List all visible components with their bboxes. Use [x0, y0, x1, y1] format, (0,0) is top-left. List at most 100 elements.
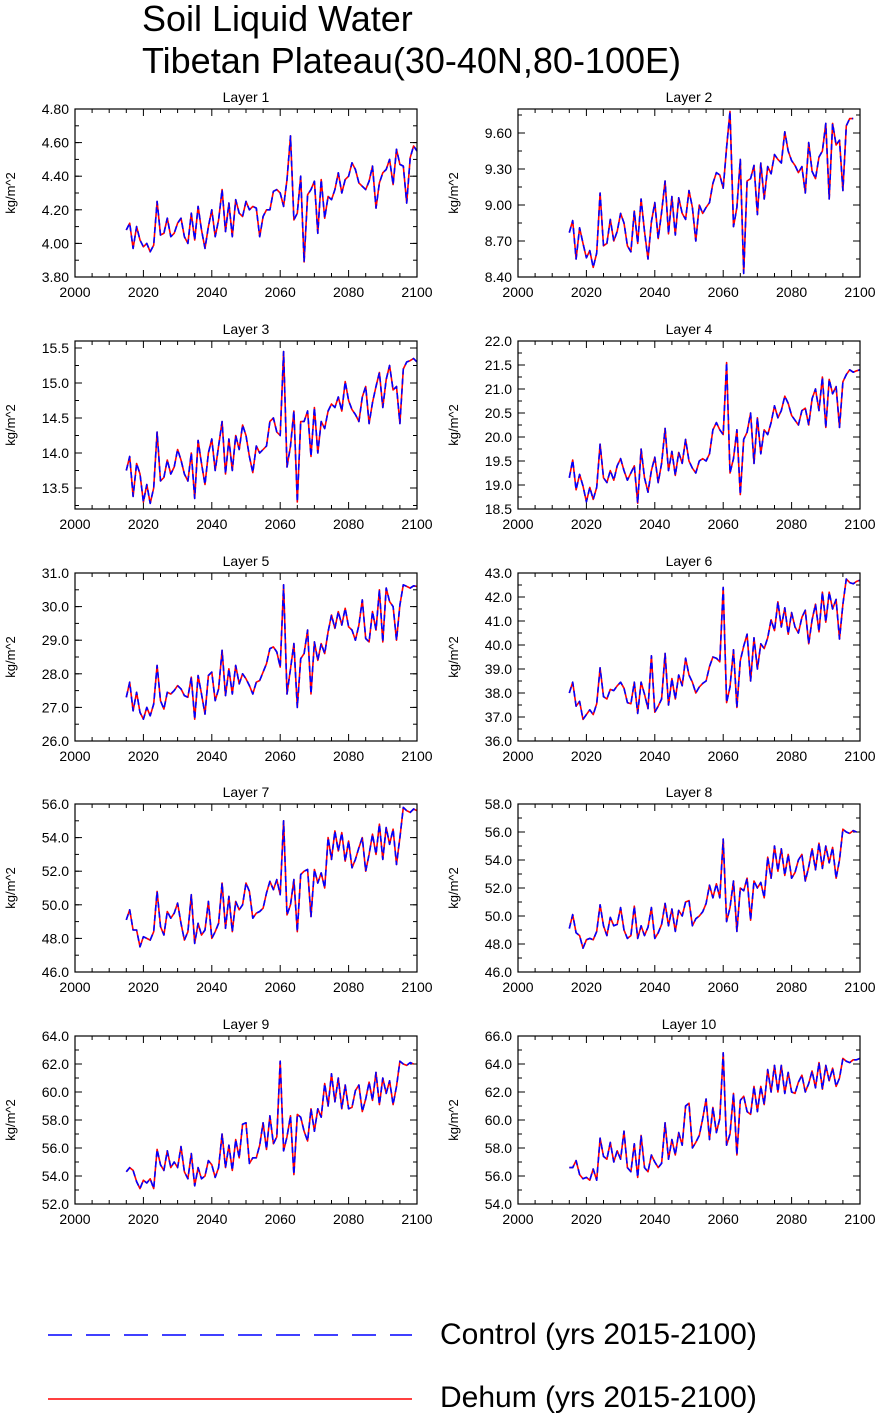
y-tick-label: 40.0 — [485, 637, 512, 653]
y-tick-label: 56.0 — [485, 1168, 512, 1184]
y-tick-label: 14.5 — [42, 410, 69, 426]
y-axis-label: kg/m^2 — [446, 636, 461, 678]
x-tick-label: 2020 — [571, 516, 602, 532]
x-tick-label: 2080 — [333, 748, 364, 764]
x-tick-label: 2040 — [639, 516, 670, 532]
series-dehum — [125, 806, 418, 948]
x-tick-label: 2000 — [502, 979, 533, 995]
y-tick-label: 9.00 — [485, 197, 512, 213]
legend-dehum-label: Dehum (yrs 2015-2100) — [440, 1381, 757, 1414]
panel-layer-9: Layer 9 kg/m^2 2000 2020 2040 2060 2080 2100 52.… — [3, 1016, 433, 1227]
x-tick-label: 2000 — [502, 516, 533, 532]
x-tick-label: 2080 — [776, 516, 807, 532]
y-tick-label: 8.70 — [485, 233, 512, 249]
panel-layer-8: Layer 8 kg/m^2 2000 2020 2040 2060 2080 2100 46.… — [446, 784, 876, 995]
x-tick-label: 2020 — [128, 979, 159, 995]
y-tick-label: 58.0 — [485, 796, 512, 812]
x-tick-label: 2100 — [844, 284, 875, 300]
legend-control-label: Control (yrs 2015-2100) — [440, 1318, 757, 1351]
series-control — [125, 806, 418, 948]
y-tick-label: 15.5 — [42, 340, 69, 356]
y-tick-label: 48.0 — [485, 936, 512, 952]
plot-frame — [74, 803, 418, 973]
panel-layer-6: Layer 6 kg/m^2 2000 2020 2040 2060 2080 2100 36.… — [446, 553, 876, 764]
y-tick-label: 52.0 — [42, 863, 69, 879]
series-control — [125, 1060, 414, 1190]
chart-panels: Layer 1 kg/m^2 2000 2020 2040 2060 2080 2100 3.8… — [3, 89, 876, 1227]
x-tick-label: 2000 — [502, 284, 533, 300]
x-tick-label: 2020 — [571, 1211, 602, 1227]
series-dehum — [125, 583, 418, 721]
x-tick-label: 2080 — [776, 284, 807, 300]
series-control — [568, 361, 861, 505]
x-tick-label: 2060 — [708, 284, 739, 300]
y-axis-label: kg/m^2 — [446, 404, 461, 446]
series-control — [568, 578, 861, 721]
x-tick-label: 2060 — [265, 284, 296, 300]
y-tick-label: 18.5 — [485, 501, 512, 517]
panel-layer-5: Layer 5 kg/m^2 2000 2020 2040 2060 2080 2100 26.… — [3, 553, 433, 764]
y-tick-label: 4.80 — [42, 101, 69, 117]
x-tick-label: 2080 — [776, 1211, 807, 1227]
series-control — [125, 135, 418, 263]
x-tick-label: 2040 — [196, 284, 227, 300]
series-control — [125, 350, 418, 505]
series-dehum — [568, 578, 861, 721]
x-tick-label: 2020 — [571, 748, 602, 764]
panel-title: Layer 3 — [223, 321, 270, 337]
series-dehum — [125, 1060, 414, 1190]
y-axis-label: kg/m^2 — [446, 867, 461, 909]
series-dehum — [568, 361, 861, 505]
x-tick-label: 2020 — [128, 284, 159, 300]
panel-title: Layer 9 — [223, 1016, 270, 1032]
figure-title: Soil Liquid Water — [142, 0, 413, 39]
x-tick-label: 2100 — [401, 516, 432, 532]
series-dehum — [568, 828, 857, 950]
x-tick-label: 2040 — [196, 1211, 227, 1227]
y-tick-label: 20.0 — [485, 429, 512, 445]
y-tick-label: 52.0 — [485, 880, 512, 896]
panel-layer-7: Layer 7 kg/m^2 2000 2020 2040 2060 2080 2100 46.… — [3, 784, 433, 995]
y-tick-label: 20.5 — [485, 405, 512, 421]
y-tick-label: 42.0 — [485, 589, 512, 605]
plot-frame — [517, 803, 861, 973]
y-tick-label: 64.0 — [42, 1028, 69, 1044]
panel-title: Layer 10 — [662, 1016, 717, 1032]
series-control — [569, 1052, 861, 1181]
panel-title: Layer 5 — [223, 553, 270, 569]
y-tick-label: 14.0 — [42, 445, 69, 461]
x-tick-label: 2100 — [401, 284, 432, 300]
panel-layer-1: Layer 1 kg/m^2 2000 2020 2040 2060 2080 2100 3.8… — [3, 89, 433, 300]
y-axis-label: kg/m^2 — [3, 867, 18, 909]
panel-title: Layer 2 — [666, 89, 713, 105]
panel-title: Layer 1 — [223, 89, 270, 105]
y-axis-label: kg/m^2 — [446, 172, 461, 214]
y-axis-label: kg/m^2 — [3, 404, 18, 446]
y-tick-label: 54.0 — [485, 852, 512, 868]
x-tick-label: 2000 — [502, 748, 533, 764]
y-tick-label: 4.20 — [42, 202, 69, 218]
plot-frame — [517, 1035, 861, 1205]
y-tick-label: 56.0 — [485, 824, 512, 840]
y-tick-label: 21.5 — [485, 357, 512, 373]
x-tick-label: 2060 — [265, 748, 296, 764]
y-tick-label: 19.0 — [485, 477, 512, 493]
y-tick-label: 19.5 — [485, 453, 512, 469]
y-tick-label: 58.0 — [42, 1112, 69, 1128]
x-tick-label: 2040 — [639, 979, 670, 995]
y-tick-label: 26.0 — [42, 733, 69, 749]
y-tick-label: 54.0 — [485, 1196, 512, 1212]
panel-title: Layer 6 — [666, 553, 713, 569]
y-tick-label: 54.0 — [42, 830, 69, 846]
plot-frame — [74, 1035, 418, 1205]
x-tick-label: 2040 — [196, 979, 227, 995]
y-tick-label: 41.0 — [485, 613, 512, 629]
y-tick-label: 39.0 — [485, 661, 512, 677]
plot-frame — [74, 572, 418, 742]
x-tick-label: 2060 — [708, 748, 739, 764]
x-tick-label: 2040 — [196, 748, 227, 764]
y-tick-label: 60.0 — [485, 1112, 512, 1128]
panel-title: Layer 4 — [666, 321, 713, 337]
y-tick-label: 62.0 — [42, 1056, 69, 1072]
y-tick-label: 64.0 — [485, 1056, 512, 1072]
